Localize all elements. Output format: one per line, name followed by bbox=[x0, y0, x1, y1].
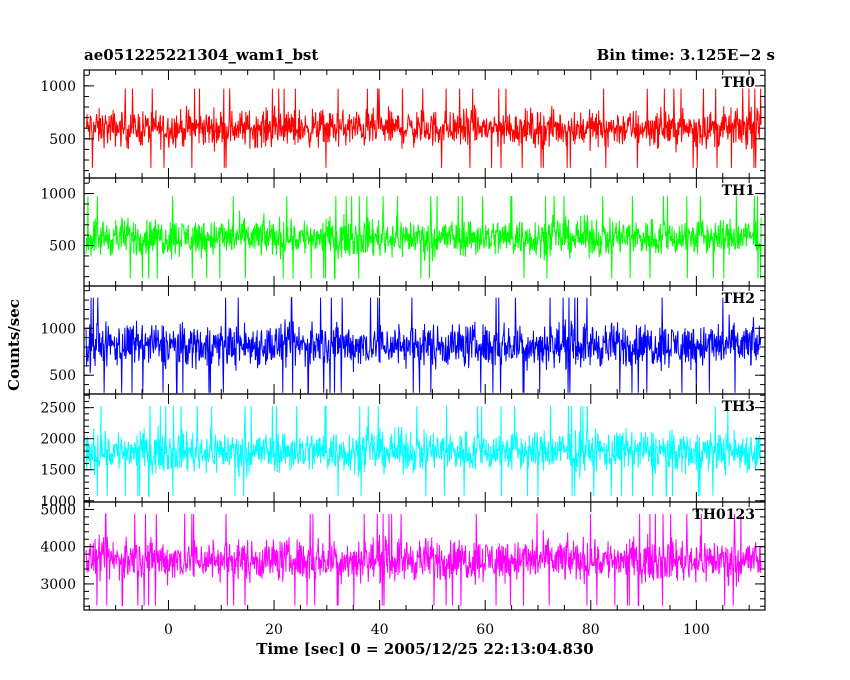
y-tick-label: 2000 bbox=[40, 432, 76, 448]
panel-frame bbox=[83, 501, 766, 611]
y-tick-label: 5000 bbox=[40, 502, 76, 518]
panel-th1: 500 1000 TH1 bbox=[40, 177, 766, 287]
panel-th0: 500 1000 TH0 bbox=[40, 69, 766, 179]
y-tick-label: 1000 bbox=[40, 321, 76, 337]
x-tick-label: 20 bbox=[265, 622, 283, 638]
x-axis-label: Time [sec] 0 = 2005/12/25 22:13:04.830 bbox=[256, 640, 593, 658]
series-th0123-line bbox=[85, 513, 762, 607]
y-tick-label: 1000 bbox=[40, 79, 76, 95]
y-tick-label: 2500 bbox=[40, 401, 76, 417]
x-tick-label: 80 bbox=[582, 622, 600, 638]
chart-title-right: Bin time: 3.125E−2 s bbox=[597, 46, 775, 64]
x-tick-label: 0 bbox=[164, 622, 173, 638]
y-tick-label: 1500 bbox=[40, 463, 76, 479]
panel-th2: 500 1000 TH2 bbox=[40, 285, 766, 395]
panel-label-th2: TH2 bbox=[722, 291, 755, 307]
series-th3-line bbox=[85, 406, 762, 497]
y-tick-label: 500 bbox=[49, 368, 76, 384]
y-tick-label: 1000 bbox=[40, 187, 76, 203]
panel-label-th1: TH1 bbox=[722, 183, 755, 199]
chart-title-left: ae051225221304_wam1_bst bbox=[84, 46, 318, 64]
y-tick-label: 4000 bbox=[40, 540, 76, 556]
series-th1-line bbox=[85, 196, 762, 279]
panels: 500 1000 TH0 500 1000 TH1 500 1000 TH2 1000 1500 20… bbox=[40, 69, 766, 611]
y-axis-label: Counts/sec bbox=[5, 299, 23, 391]
panel-label-th0123: TH0123 bbox=[692, 507, 755, 523]
x-tick-label: 100 bbox=[683, 622, 710, 638]
panel-label-th3: TH3 bbox=[722, 399, 755, 415]
x-axis: 0 20 40 60 80 100 bbox=[164, 622, 710, 638]
series-th0-line bbox=[85, 88, 762, 168]
x-tick-label: 60 bbox=[476, 622, 494, 638]
y-tick-label: 500 bbox=[49, 239, 76, 255]
x-tick-label: 40 bbox=[371, 622, 389, 638]
series-th2-line bbox=[85, 297, 762, 394]
panel-th3: 1000 1500 2000 2500 TH3 bbox=[40, 393, 766, 510]
panel-th0123: 3000 4000 5000 TH0123 bbox=[40, 501, 766, 611]
y-tick-label: 3000 bbox=[40, 577, 76, 593]
y-tick-label: 1000 bbox=[40, 494, 76, 510]
panel-label-th0: TH0 bbox=[722, 75, 756, 91]
y-tick-label: 500 bbox=[49, 132, 76, 148]
